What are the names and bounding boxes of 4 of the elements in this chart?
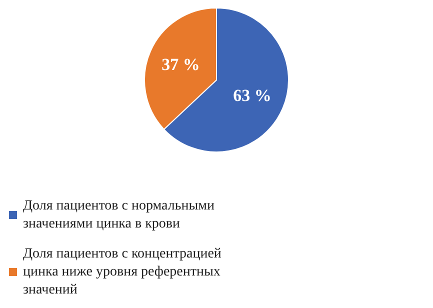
data-label: 63 % (233, 86, 272, 105)
data-label: 37 % (162, 55, 200, 74)
legend-label: Доля пациентов с концентрацией цинка ниже уровня референтных значений (23, 246, 225, 298)
legend-label: Доля пациентов с нормальными значениями цинка в крови (23, 198, 218, 232)
